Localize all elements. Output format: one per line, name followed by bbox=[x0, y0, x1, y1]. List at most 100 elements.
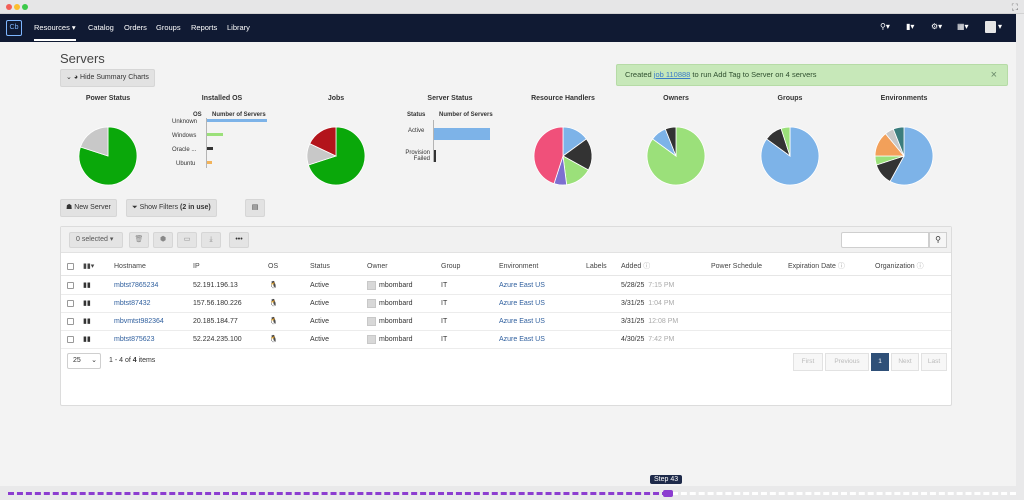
hide-summary-label: Hide Summary Charts bbox=[80, 74, 149, 81]
col-owner[interactable]: Owner bbox=[367, 263, 388, 270]
main-content: Servers ⌄ ◕ Hide Summary Charts Power St… bbox=[60, 42, 952, 486]
power-status-title: Power Status bbox=[85, 95, 131, 102]
pie-slice[interactable] bbox=[533, 126, 564, 185]
search-input[interactable] bbox=[841, 232, 929, 248]
more-icon[interactable]: ••• bbox=[229, 232, 249, 248]
row-hostname[interactable]: mbtst87432 bbox=[114, 300, 151, 307]
table-row[interactable]: ▮▮ mbtst7865234 52.191.196.13 Active IT Azure… bbox=[61, 277, 951, 295]
os-label-ubuntu: Ubuntu bbox=[176, 161, 196, 167]
user-icon[interactable] bbox=[985, 21, 996, 33]
hide-summary-button[interactable]: ⌄ ◕ Hide Summary Charts bbox=[60, 69, 155, 87]
step-progress-handle[interactable] bbox=[663, 490, 673, 497]
fullscreen-icon[interactable]: ⛶ bbox=[1011, 2, 1018, 12]
bar[interactable] bbox=[434, 150, 436, 162]
close-dot[interactable] bbox=[6, 4, 12, 10]
linux-icon: 🐧 bbox=[269, 318, 278, 325]
linux-icon: 🐧 bbox=[269, 300, 278, 307]
delete-icon[interactable]: 🗑 bbox=[129, 232, 149, 248]
col-power-schedule[interactable]: Power Schedule bbox=[711, 263, 762, 270]
row-environment[interactable]: Azure East US bbox=[499, 282, 545, 289]
new-server-label: New Server bbox=[74, 204, 111, 211]
nav-item-catalog[interactable]: Catalog bbox=[88, 23, 114, 32]
search-icon[interactable]: ⚲▾ bbox=[880, 22, 890, 31]
os-label-unknown: Unknown bbox=[172, 119, 198, 125]
bar[interactable] bbox=[207, 147, 213, 150]
col-hostname[interactable]: Hostname bbox=[114, 263, 146, 270]
nav-item-groups[interactable]: Groups bbox=[156, 23, 181, 32]
table-row[interactable]: ▮▮ mbtst875623 52.224.235.100 Active IT Azure… bbox=[61, 331, 951, 349]
row-checkbox[interactable] bbox=[67, 282, 74, 289]
col-status[interactable]: Status bbox=[310, 263, 330, 270]
table-row[interactable]: ▮▮ mbvmtst982364 20.185.184.77 Active IT Azur… bbox=[61, 313, 951, 331]
nav-item-orders[interactable]: Orders bbox=[124, 23, 147, 32]
groups-title: Groups bbox=[777, 95, 803, 102]
col-ip[interactable]: IP bbox=[193, 263, 200, 270]
pie-slice[interactable] bbox=[646, 126, 706, 186]
col-expiration-date[interactable]: Expiration Date ⓘ bbox=[788, 263, 845, 270]
page-current-button[interactable]: 1 bbox=[871, 353, 889, 371]
selected-dropdown[interactable]: 0 selected ▾ bbox=[69, 232, 123, 248]
bar[interactable] bbox=[434, 128, 490, 140]
nav-item-resources[interactable]: Resources ▾ bbox=[34, 23, 76, 41]
minimize-dot[interactable] bbox=[14, 4, 20, 10]
row-checkbox[interactable] bbox=[67, 336, 74, 343]
status-label-provision-failed: Provision Failed bbox=[405, 150, 430, 162]
col-added[interactable]: Added ⓘ bbox=[621, 263, 651, 270]
pie-slice[interactable] bbox=[892, 126, 905, 157]
apps-icon[interactable]: ▦▾ bbox=[957, 22, 969, 31]
new-server-button[interactable]: ☗ New Server bbox=[60, 199, 117, 217]
job-link[interactable]: job 110888 bbox=[653, 70, 691, 79]
bookmark-icon[interactable]: ▮▾ bbox=[906, 22, 915, 31]
nav-item-reports[interactable]: Reports bbox=[191, 23, 218, 32]
pie-slice[interactable] bbox=[780, 126, 791, 157]
pie-slice[interactable] bbox=[79, 126, 109, 157]
row-environment[interactable]: Azure East US bbox=[499, 336, 545, 343]
maximize-dot[interactable] bbox=[22, 4, 28, 10]
bar[interactable] bbox=[207, 161, 212, 164]
page-size-select[interactable]: 25 ⌄ bbox=[67, 353, 101, 369]
page-first-button[interactable]: First bbox=[793, 353, 823, 371]
tag-icon[interactable]: ⬢ bbox=[153, 232, 173, 248]
row-ip: 20.185.184.77 bbox=[193, 318, 238, 325]
bar[interactable] bbox=[207, 119, 267, 122]
status-count-header: Number of Servers bbox=[439, 112, 493, 118]
download-icon[interactable]: ⤓ bbox=[201, 232, 221, 248]
row-hostname[interactable]: mbtst875623 bbox=[114, 336, 155, 343]
row-checkbox[interactable] bbox=[67, 318, 74, 325]
pie-slice[interactable] bbox=[760, 126, 820, 186]
owners-title: Owners bbox=[663, 95, 689, 102]
show-filters-button[interactable]: ⏷ Show Filters (2 in use) bbox=[126, 199, 217, 217]
disk-icon[interactable]: ▭ bbox=[177, 232, 197, 248]
close-icon[interactable]: × bbox=[990, 69, 997, 81]
export-button[interactable]: ▤ bbox=[245, 199, 265, 217]
pie-slice[interactable] bbox=[78, 126, 138, 186]
row-checkbox[interactable] bbox=[67, 300, 74, 307]
pie-slice[interactable] bbox=[889, 126, 934, 186]
app-logo-icon[interactable]: Cb bbox=[6, 20, 22, 36]
column-picker-icon[interactable]: ▮▮▾ bbox=[83, 263, 95, 270]
col-environment[interactable]: Environment bbox=[499, 263, 539, 270]
col-labels[interactable]: Labels bbox=[586, 263, 607, 270]
col-os[interactable]: OS bbox=[268, 263, 279, 270]
gear-icon[interactable]: ⚙▾ bbox=[931, 22, 943, 31]
chevron-down-icon[interactable]: ▾ bbox=[998, 22, 1003, 31]
table-row[interactable]: ▮▮ mbtst87432 157.56.180.226 Active IT Azure … bbox=[61, 295, 951, 313]
row-hostname[interactable]: mbvmtst982364 bbox=[114, 318, 164, 325]
page-last-button[interactable]: Last bbox=[921, 353, 947, 371]
row-hostname[interactable]: mbtst7865234 bbox=[114, 282, 159, 289]
page-next-button[interactable]: Next bbox=[891, 353, 919, 371]
row-ip: 157.56.180.226 bbox=[193, 300, 242, 307]
col-organization[interactable]: Organization ⓘ bbox=[875, 263, 924, 270]
pie-slice[interactable] bbox=[664, 126, 677, 157]
pie-slice[interactable] bbox=[309, 126, 337, 157]
page-previous-button[interactable]: Previous bbox=[825, 353, 869, 371]
bar[interactable] bbox=[207, 133, 223, 136]
os-label-windows: Windows bbox=[172, 133, 197, 139]
row-environment[interactable]: Azure East US bbox=[499, 300, 545, 307]
info-icon: ⓘ bbox=[643, 263, 651, 270]
nav-item-library[interactable]: Library bbox=[227, 23, 250, 32]
row-environment[interactable]: Azure East US bbox=[499, 318, 545, 325]
select-all-checkbox[interactable] bbox=[67, 263, 74, 270]
search-icon[interactable]: ⚲ bbox=[929, 232, 947, 248]
col-group[interactable]: Group bbox=[441, 263, 461, 270]
